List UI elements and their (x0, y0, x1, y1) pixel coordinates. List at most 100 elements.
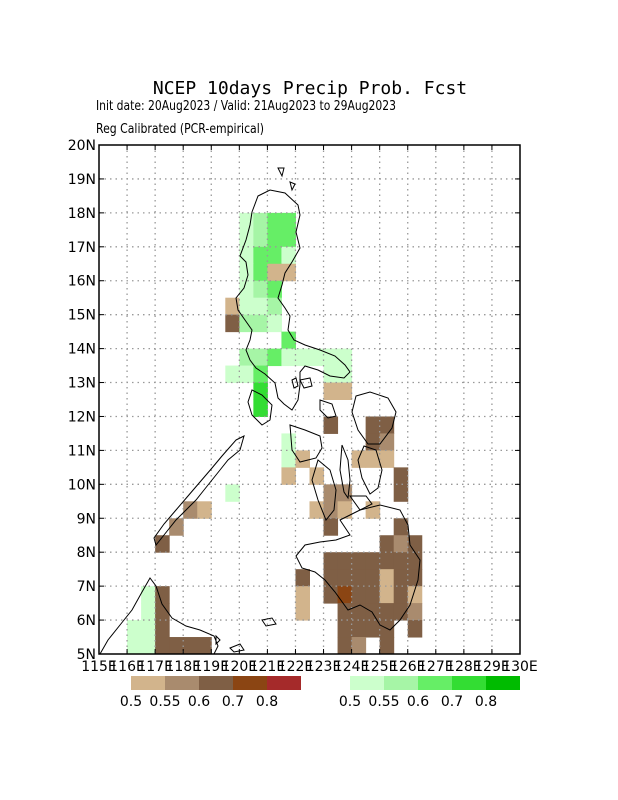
latitude-axis-labels: 5N 6N 7N 8N 9N 10N 11N 12N 13N 14N 15N 16N 17N 18N 19N… (68, 138, 96, 663)
prob-cell (253, 399, 268, 417)
prob-cell (267, 212, 282, 231)
prob-cell (323, 382, 339, 400)
lon-label: 130E (502, 659, 538, 675)
lon-label: 115E (81, 659, 117, 675)
prob-cell (351, 586, 367, 604)
prob-cell (141, 620, 156, 638)
legend-label: 0.8 (475, 694, 497, 710)
prob-cell (365, 620, 381, 638)
legend-label: 0.5 (339, 694, 361, 710)
legend-swatch (418, 676, 452, 690)
prob-cell (365, 416, 381, 434)
prob-cell (267, 229, 282, 248)
prob-cell (323, 518, 339, 536)
prob-cell (393, 467, 409, 485)
prob-cell (267, 297, 282, 316)
lat-label: 8N (77, 545, 96, 561)
prob-cell (267, 348, 282, 367)
lat-label: 20N (68, 138, 96, 154)
prob-cell (351, 569, 367, 587)
prob-cell (197, 501, 212, 519)
prob-cell (337, 637, 353, 655)
legend-swatch (486, 676, 520, 690)
prob-cell (225, 365, 240, 384)
lat-label: 14N (68, 342, 96, 358)
prob-cell (253, 297, 268, 316)
prob-cell (155, 603, 170, 621)
prob-cell (323, 501, 339, 519)
lat-label: 5N (77, 647, 96, 663)
prob-cell (323, 365, 339, 384)
lat-label: 16N (68, 274, 96, 290)
prob-cell (295, 450, 310, 468)
prob-cell (253, 212, 268, 231)
prob-cell (239, 297, 254, 316)
prob-cell (281, 246, 296, 265)
lon-label: 117E (137, 659, 173, 675)
prob-cell (379, 552, 395, 570)
lon-label: 127E (418, 659, 454, 675)
prob-cell (407, 603, 423, 621)
prob-cell (337, 365, 353, 384)
legend-label: 0.7 (441, 694, 463, 710)
prob-cell (169, 637, 184, 655)
legend-swatch (165, 676, 199, 690)
legend-label: 0.5 (120, 694, 142, 710)
prob-cell (337, 348, 353, 367)
prob-cell (323, 552, 339, 570)
prob-cell (365, 552, 381, 570)
prob-cell (393, 535, 409, 553)
prob-cell (337, 620, 353, 638)
prob-cell (281, 331, 296, 350)
prob-cell (267, 246, 282, 265)
prob-cell (365, 586, 381, 604)
prob-cell (379, 637, 395, 655)
prob-cell (393, 569, 409, 587)
prob-cell (393, 586, 409, 604)
map-subtitle-method: Reg Calibrated (PCR-empirical) (96, 122, 264, 137)
prob-cell (379, 535, 395, 553)
prob-cell (309, 467, 325, 485)
lon-label: 119E (193, 659, 229, 675)
prob-cell (295, 348, 310, 367)
prob-cell (407, 620, 423, 638)
legend-label: 0.55 (149, 694, 180, 710)
prob-cell (197, 637, 212, 655)
prob-cell (365, 501, 381, 519)
lon-label: 126E (390, 659, 426, 675)
prob-cell (407, 569, 423, 587)
prob-cell (281, 450, 296, 468)
prob-cell (253, 365, 268, 384)
prob-cell (127, 620, 142, 638)
prob-cell (155, 637, 170, 655)
prob-cell (309, 348, 325, 367)
prob-cell (267, 280, 282, 299)
prob-cell (337, 603, 353, 621)
lat-label: 11N (68, 443, 96, 459)
legend-swatch (233, 676, 267, 690)
prob-cell (155, 620, 170, 638)
prob-cell (281, 467, 296, 485)
prob-cell (323, 586, 339, 604)
legend-swatch (384, 676, 418, 690)
legend-swatch (452, 676, 486, 690)
prob-cell (127, 637, 142, 655)
prob-cell (239, 246, 254, 265)
prob-cell (281, 212, 296, 231)
prob-cell (239, 348, 254, 367)
prob-cell (183, 501, 198, 519)
lat-label: 6N (77, 613, 96, 629)
legend-label: 0.6 (407, 694, 429, 710)
prob-cell (407, 552, 423, 570)
prob-cell (393, 603, 409, 621)
legend-label: 0.55 (368, 694, 399, 710)
map-title: NCEP 10days Precip Prob. Fcst (153, 78, 467, 99)
prob-cell (365, 603, 381, 621)
wet-probability-legend: 0.5 0.55 0.6 0.7 0.8 (339, 676, 520, 710)
lat-label: 7N (77, 579, 96, 595)
prob-cell (295, 603, 310, 621)
lon-label: 120E (222, 659, 258, 675)
prob-cell (323, 569, 339, 587)
prob-cell (253, 280, 268, 299)
